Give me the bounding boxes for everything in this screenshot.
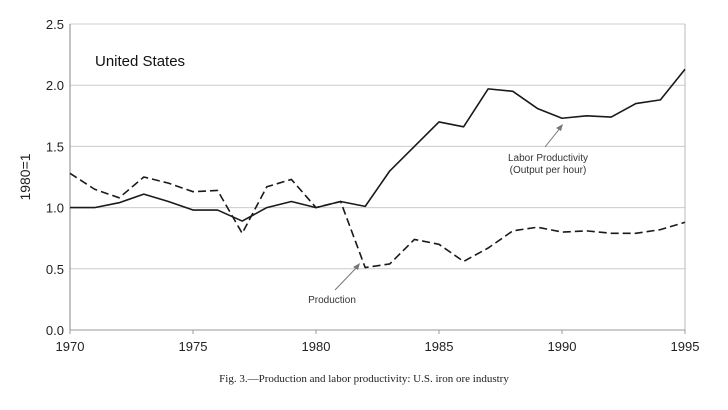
labor-productivity-label: Labor Productivity [508,153,588,164]
y-tick-label: 2.0 [46,78,64,93]
y-tick-label: 0.5 [46,262,64,277]
labor-annotation-arrow [544,126,562,148]
chart-title: United States [95,53,185,70]
x-tick-label: 1975 [179,339,208,354]
production-annotation-arrow [334,265,359,291]
y-tick-label: 2.5 [46,17,64,32]
x-tick-label: 1990 [548,339,577,354]
figure-caption: Fig. 3.—Production and labor productivit… [219,373,509,385]
x-tick-label: 1980 [302,339,331,354]
labor-productivity-sublabel: (Output per hour) [510,165,587,176]
series-lines [69,68,686,269]
y-tick-label: 1.0 [46,201,64,216]
production-line [69,172,686,269]
labor-arrowhead-icon [556,124,563,131]
y-axis-label: 1980=1 [17,153,33,200]
x-tick-label: 1995 [671,339,700,354]
y-tick-label: 1.5 [46,139,64,154]
y-axis-ticks: 0.0 0.5 1.0 1.5 2.0 2.5 [46,17,64,338]
labor-productivity-line [70,68,686,222]
production-arrowhead-icon [353,263,360,270]
x-axis-ticks: 1970 1975 1980 1985 1990 1995 [56,330,700,354]
gridlines [70,23,685,331]
production-label: Production [308,295,356,306]
y-tick-label: 0.0 [46,323,64,338]
x-tick-label: 1985 [425,339,454,354]
x-tick-label: 1970 [56,339,85,354]
